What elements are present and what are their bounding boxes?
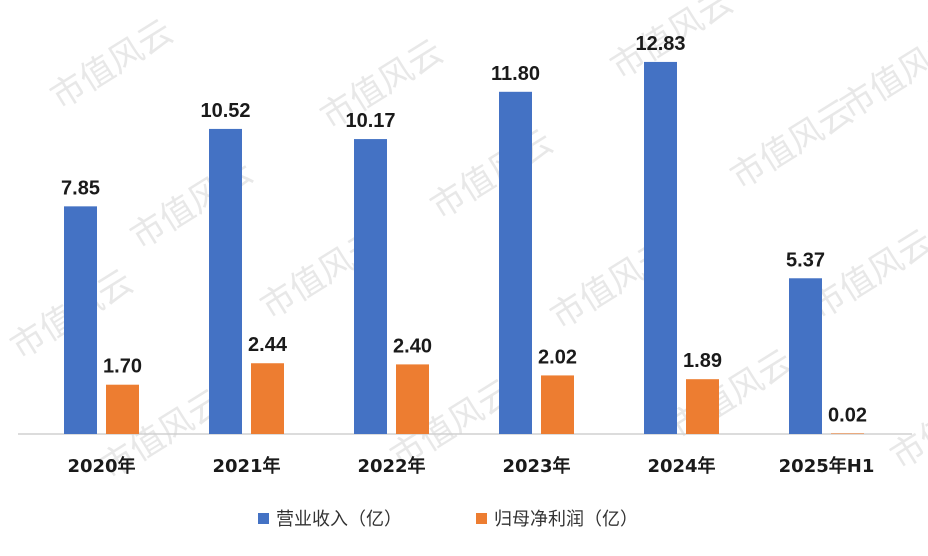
bar-revenue-2 <box>354 139 387 434</box>
bar-revenue-5 <box>789 278 822 434</box>
bar-net-profit-2 <box>396 364 429 434</box>
bar-revenue-0 <box>64 206 97 434</box>
legend-label-net-profit: 归母净利润（亿） <box>494 509 638 530</box>
value-label-revenue-1: 10.52 <box>200 100 250 122</box>
watermark-text: 市值风云 <box>424 122 561 228</box>
value-label-net-profit-0: 1.70 <box>103 356 142 378</box>
value-label-net-profit-2: 2.40 <box>393 335 432 357</box>
category-label-0: 2020年 <box>67 455 135 477</box>
bar-net-profit-3 <box>541 375 574 434</box>
value-labels-group: 7.85 1.70 10.52 2.44 10.17 2.40 11.80 2.02 12.83… <box>61 33 867 426</box>
legend-swatch-net-profit <box>476 513 487 524</box>
value-label-net-profit-3: 2.02 <box>538 346 577 368</box>
category-label-1: 2021年 <box>212 455 280 477</box>
bar-net-profit-1 <box>251 363 284 434</box>
bar-revenue-4 <box>644 61 677 435</box>
category-labels-group: 2020年 2021年 2022年 2023年 2024年 2025年H1 <box>67 455 874 477</box>
bars-group <box>64 61 864 435</box>
category-label-5: 2025年H1 <box>779 455 875 477</box>
value-label-net-profit-4: 1.89 <box>683 350 722 372</box>
watermark-text: 市值风云 <box>724 92 861 198</box>
watermark-text: 市值风云 <box>44 12 181 118</box>
bar-net-profit-0 <box>106 384 139 434</box>
category-label-4: 2024年 <box>647 455 715 477</box>
bar-net-profit-4 <box>686 379 719 434</box>
bar-net-profit-5 <box>831 433 864 434</box>
value-label-revenue-4: 12.83 <box>635 33 685 55</box>
value-label-revenue-2: 10.17 <box>345 110 395 132</box>
category-label-3: 2023年 <box>502 455 570 477</box>
value-label-net-profit-5: 0.02 <box>828 404 867 426</box>
value-label-revenue-5: 5.37 <box>786 249 825 271</box>
bar-revenue-1 <box>209 128 242 435</box>
legend-label-revenue: 营业收入（亿） <box>276 509 402 530</box>
category-label-2: 2022年 <box>357 455 425 477</box>
watermark-text: 市值风云 <box>804 222 928 328</box>
watermark-text: 市值风云 <box>884 372 928 478</box>
bar-revenue-3 <box>499 91 532 435</box>
value-label-revenue-0: 7.85 <box>61 177 100 199</box>
value-label-revenue-3: 11.80 <box>491 63 540 85</box>
value-label-net-profit-1: 2.44 <box>248 334 288 356</box>
legend-swatch-revenue <box>258 513 269 524</box>
legend: 营业收入（亿） 归母净利润（亿） <box>258 509 638 530</box>
